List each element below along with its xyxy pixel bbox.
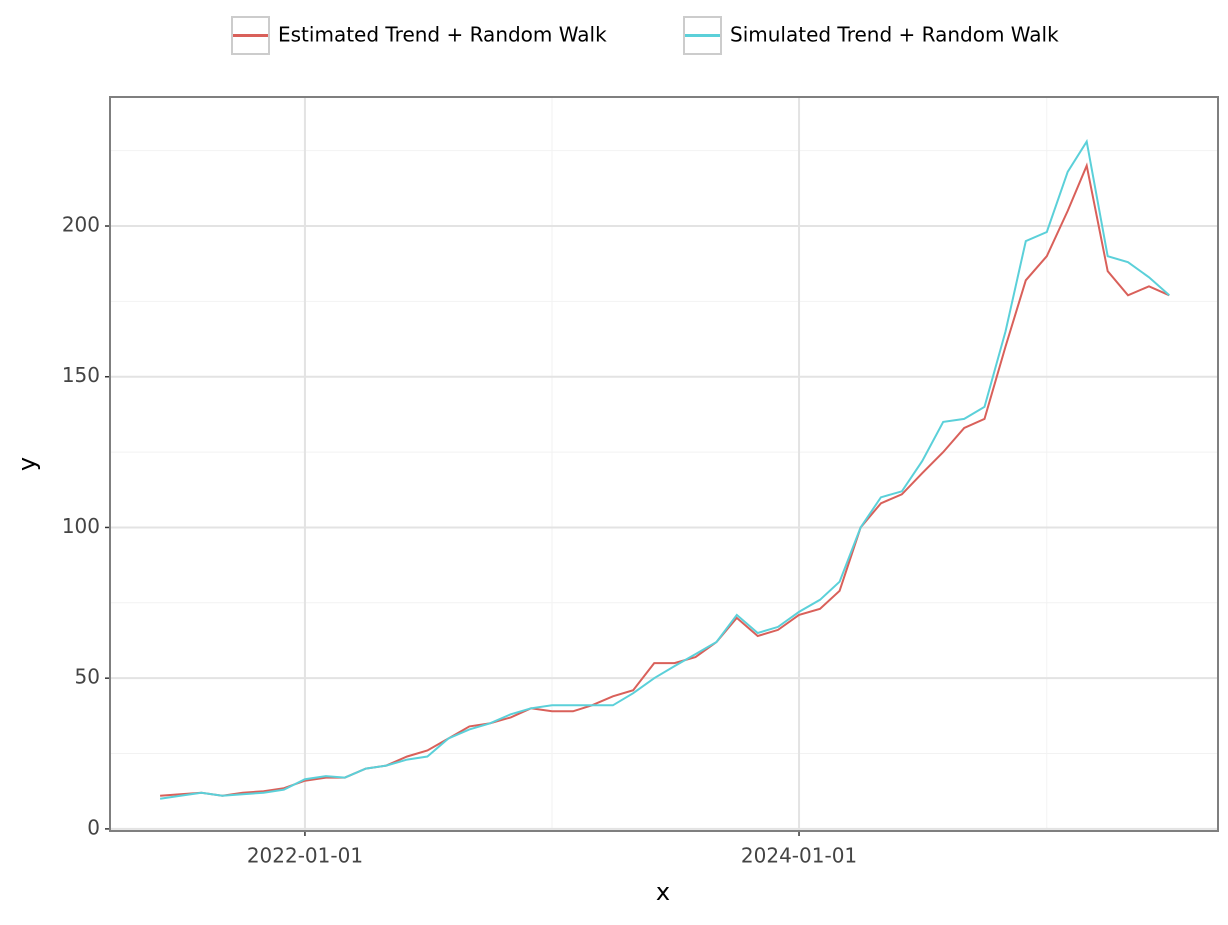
- y-tick-label: 0: [87, 815, 100, 839]
- plot-border: [109, 96, 1219, 832]
- plot-background: [110, 97, 1218, 831]
- line-series: [160, 162, 1170, 797]
- y-tick-label: 150: [62, 363, 100, 387]
- x-tick-label: 2022-01-01: [247, 844, 363, 868]
- y-axis-label: y: [13, 457, 41, 471]
- legend-label: Estimated Trend + Random Walk: [278, 23, 607, 47]
- line-series: [159, 138, 1170, 800]
- x-tick-label: 2024-01-01: [741, 844, 857, 868]
- y-tick-label: 50: [75, 665, 100, 689]
- x-axis-label: x: [656, 878, 670, 906]
- y-tick-label: 100: [62, 514, 100, 538]
- legend-label: Simulated Trend + Random Walk: [730, 23, 1059, 47]
- y-tick-label: 200: [62, 213, 100, 237]
